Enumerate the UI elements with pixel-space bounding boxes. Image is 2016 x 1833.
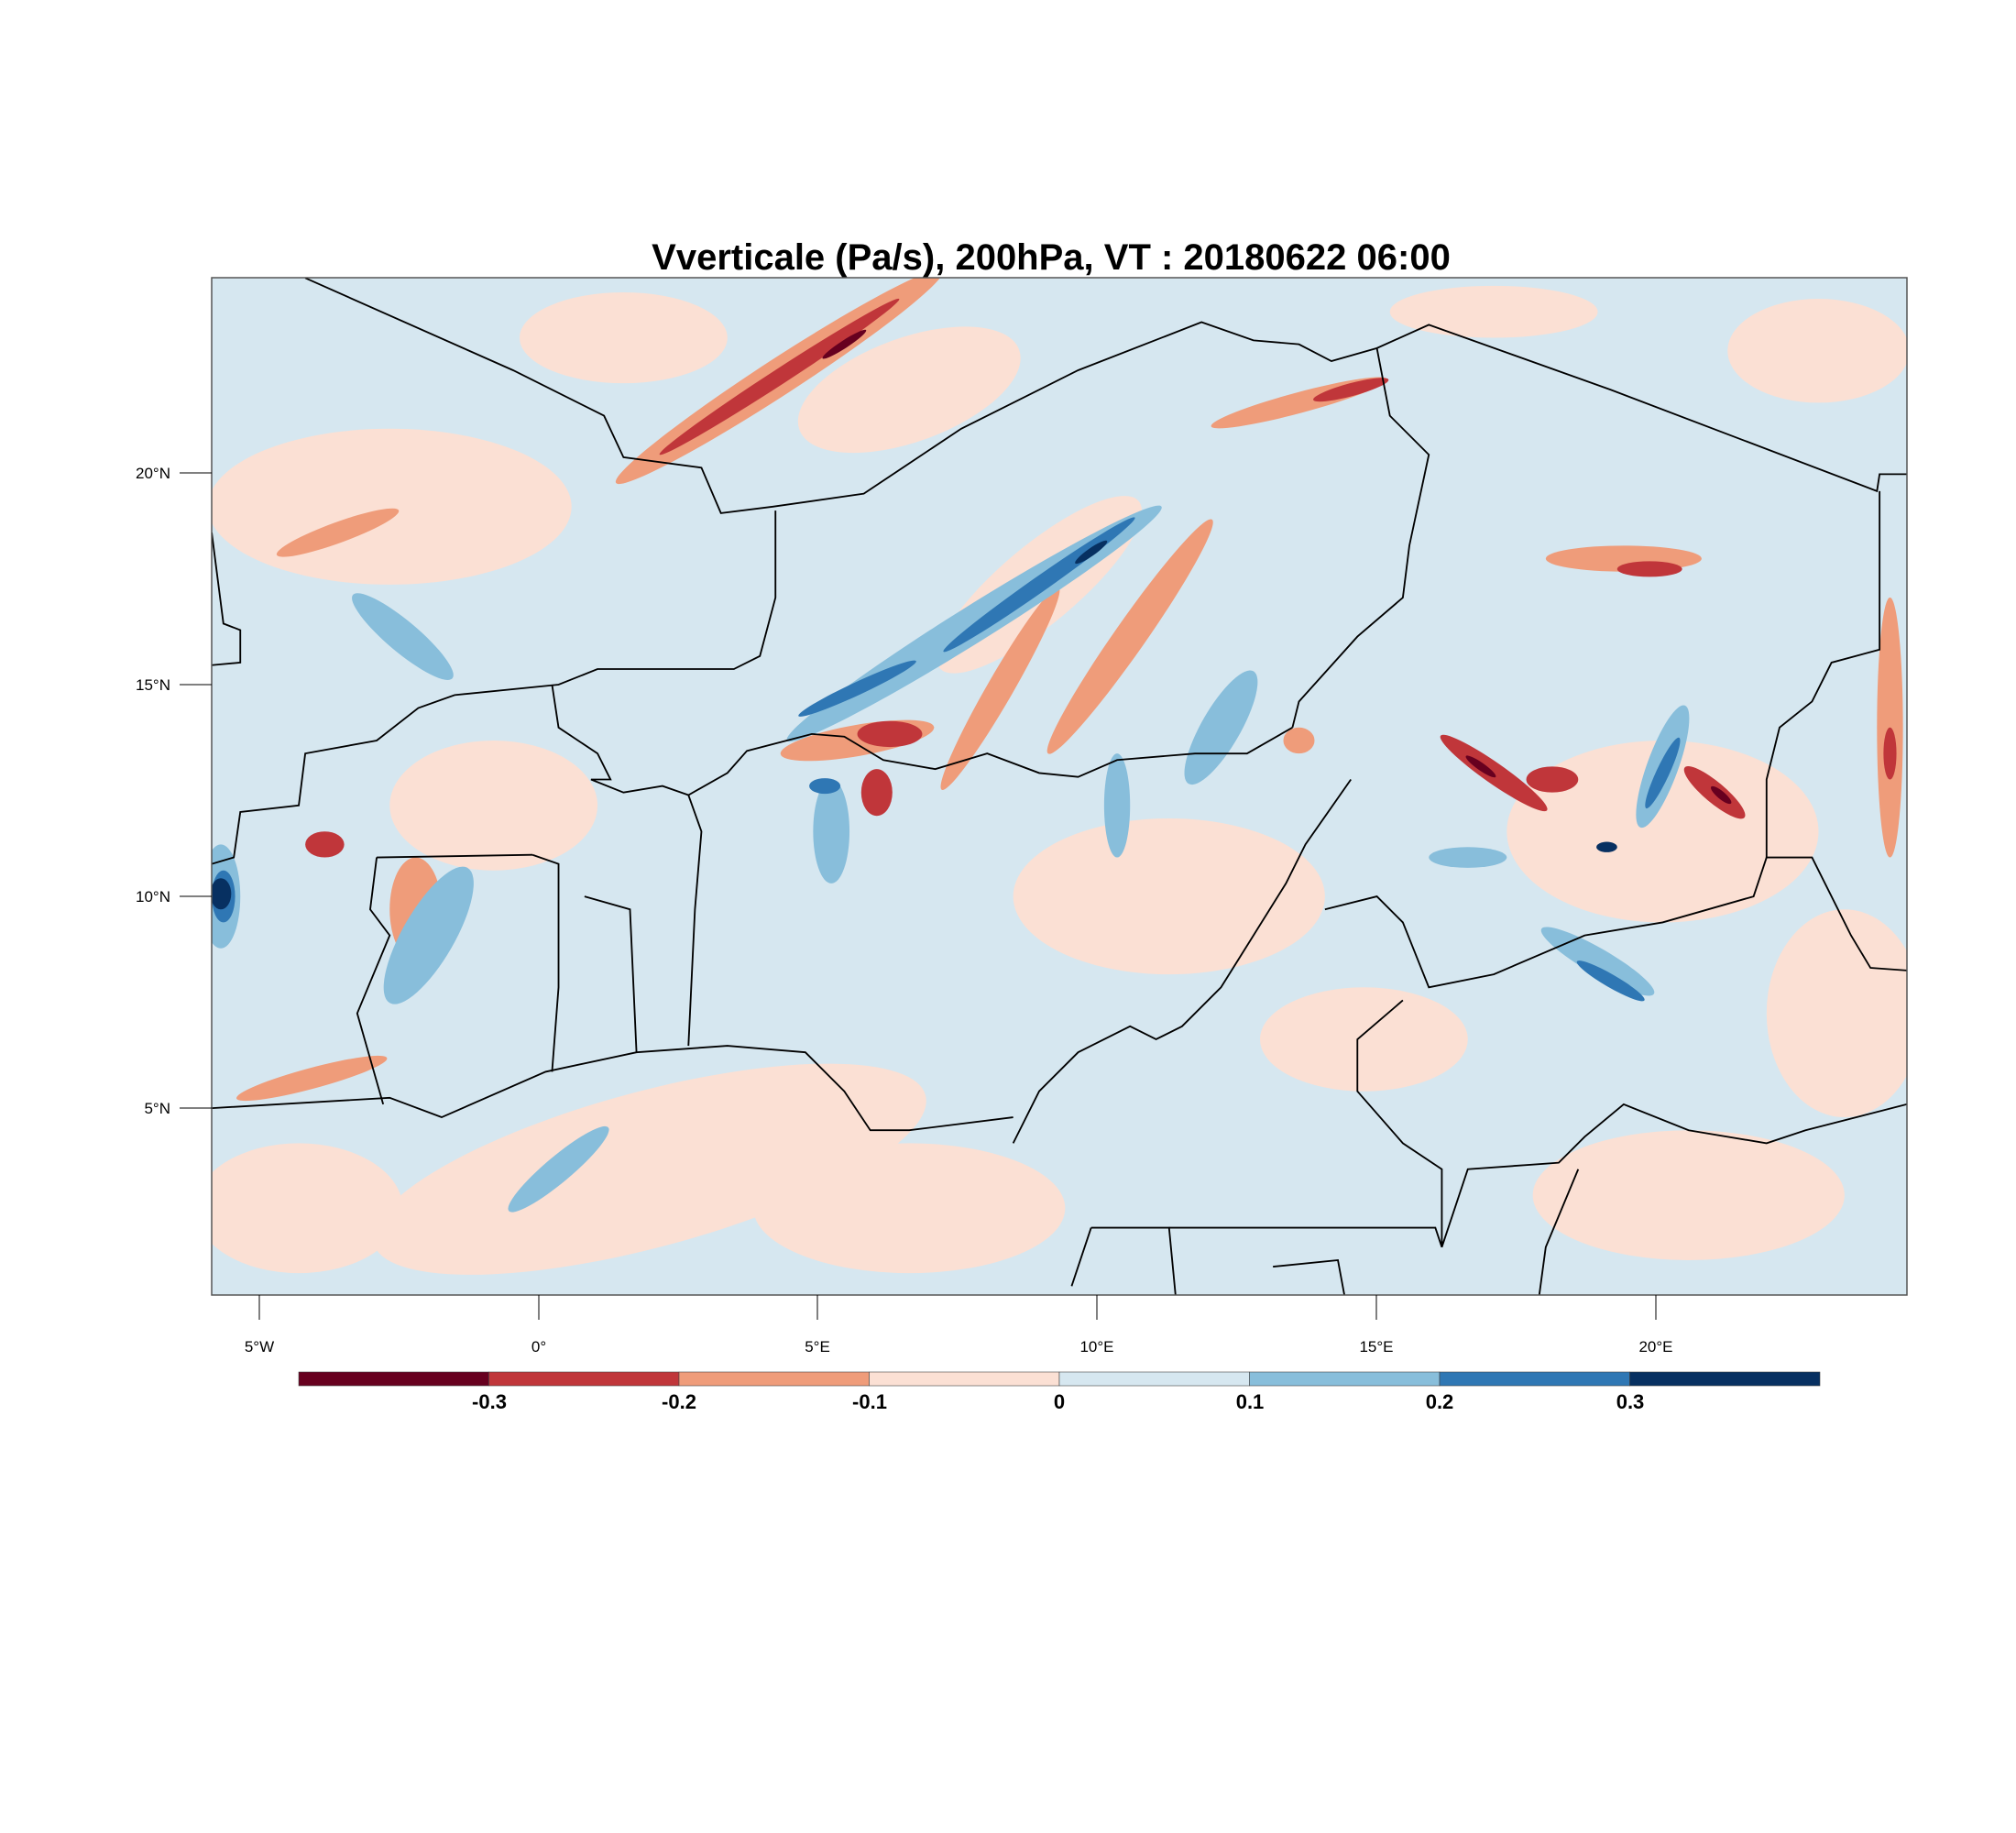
level-above-0.3: [212, 540, 1617, 910]
y-tick-label: 20°N: [136, 465, 170, 482]
axis-ticks: [180, 472, 1657, 1320]
colorbar-label: -0.1: [852, 1390, 887, 1413]
x-tick-label: 15°E: [1359, 1338, 1393, 1356]
colorbar-label: -0.3: [472, 1390, 507, 1413]
colorbar-swatch: [1058, 1371, 1250, 1387]
colorbar-labels: -0.3 -0.2 -0.1 0 0.1 0.2 0.3: [472, 1390, 1644, 1413]
contour-field: [212, 278, 1907, 1295]
x-tick-label: 0°: [531, 1338, 546, 1356]
colorbar-swatch: [1249, 1371, 1441, 1387]
colorbar-swatch: [1629, 1371, 1821, 1387]
colorbar-swatch: [869, 1371, 1060, 1387]
colorbar-swatch: [678, 1371, 870, 1387]
y-tick-label: 5°N: [144, 1100, 170, 1117]
colorbar-label: -0.2: [662, 1390, 696, 1413]
y-tick-label: 15°N: [136, 676, 170, 694]
x-tick-label: 5°W: [245, 1338, 274, 1356]
x-tick-label: 10°E: [1079, 1338, 1113, 1356]
x-tick-label: 5°E: [805, 1338, 830, 1356]
level-neg-0.3-neg-0.2: [305, 298, 1897, 858]
colorbar: [298, 1371, 1821, 1387]
country-borders: [212, 278, 1907, 1295]
colorbar-label: 0: [1054, 1390, 1065, 1413]
colorbar-label: 0.3: [1616, 1390, 1645, 1413]
colorbar-swatch: [1439, 1371, 1630, 1387]
y-tick-label: 10°N: [136, 888, 170, 906]
map-title: Vverticale (Pa/s), 200hPa, VT : 20180622…: [652, 237, 1451, 278]
y-tick-labels: 5°N 10°N 15°N 20°N: [136, 465, 170, 1117]
colorbar-swatch: [298, 1371, 489, 1387]
colorbar-label: 0.2: [1426, 1390, 1454, 1413]
x-tick-label: 20°E: [1638, 1338, 1672, 1356]
level-below-neg-0.3: [822, 329, 1732, 805]
contour-blobs: [212, 278, 1907, 1275]
colorbar-label: 0.1: [1236, 1390, 1265, 1413]
colorbar-swatch: [488, 1371, 680, 1387]
x-tick-labels: 5°W 0° 5°E 10°E 15°E 20°E: [245, 1338, 1673, 1356]
plot-frame: [211, 277, 1908, 1296]
